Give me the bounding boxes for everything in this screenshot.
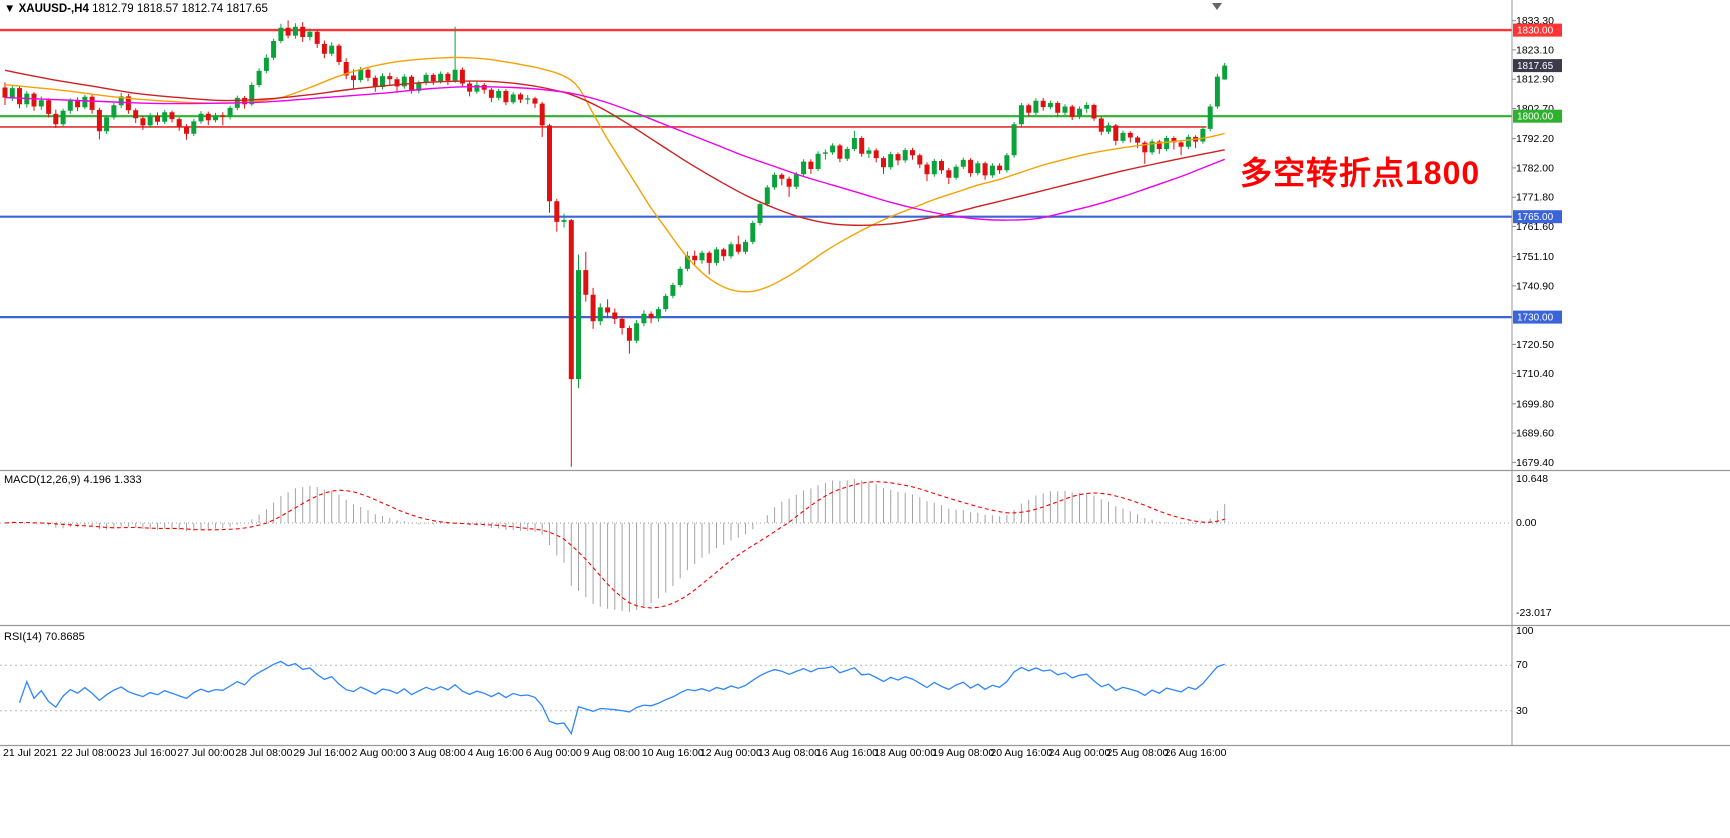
price-level-lines xyxy=(0,28,1512,319)
ma-orange-line xyxy=(4,56,1225,293)
price-tag-label: 1817.65 xyxy=(1517,61,1554,72)
macd-axis-label: 10.648 xyxy=(1516,473,1548,485)
candles-layer xyxy=(2,20,1228,467)
macd-axis-label: -23.017 xyxy=(1516,607,1552,619)
time-axis-label: 16 Aug 16:00 xyxy=(816,747,879,759)
symbol-period-label: XAUUSD-,H4 xyxy=(18,3,89,15)
price-tag-label: 1730.00 xyxy=(1517,313,1554,324)
time-axis-label: 6 Aug 00:00 xyxy=(525,747,582,759)
price-tick-label: 1720.50 xyxy=(1516,339,1554,351)
chart-shift-marker[interactable] xyxy=(1212,3,1222,10)
price-tag xyxy=(1513,310,1562,324)
time-axis-label: 13 Aug 08:00 xyxy=(758,747,820,759)
rsi-axis-label: 70 xyxy=(1516,659,1528,671)
macd-pane: 10.648 0.00 -23.017 xyxy=(0,473,1552,619)
time-axis-label: 24 Aug 00:00 xyxy=(1048,747,1111,759)
rsi-indicator-label: RSI(14) 70.8685 xyxy=(4,631,85,643)
price-tick-label: 1823.10 xyxy=(1516,44,1554,56)
pane-separators xyxy=(0,0,1730,747)
down-candle-wicks xyxy=(4,20,1197,467)
time-axis[interactable]: 21 Jul 2021 22 Jul 08:00 23 Jul 16:00 27 Ju… xyxy=(0,747,1730,763)
price-tick-label: 1689.60 xyxy=(1516,428,1554,440)
time-axis-label: 12 Aug 00:00 xyxy=(699,747,762,759)
time-axis-label: 10 Aug 16:00 xyxy=(641,747,704,759)
up-candle-bodies xyxy=(9,26,1228,380)
time-axis-label: 2 Aug 00:00 xyxy=(351,747,408,759)
time-axis-label: 20 Aug 16:00 xyxy=(990,747,1053,759)
time-axis-label: 4 Aug 16:00 xyxy=(467,747,524,759)
time-axis-label: 21 Jul 2021 xyxy=(3,747,58,759)
symbol-dropdown-icon[interactable]: ▼ xyxy=(4,3,16,15)
price-tick-label: 1812.90 xyxy=(1516,74,1554,86)
time-axis-label: 27 Jul 00:00 xyxy=(177,747,235,759)
ma-red-line xyxy=(4,69,1225,226)
price-tag xyxy=(1513,210,1562,224)
price-tag-label: 1830.00 xyxy=(1517,26,1554,37)
macd-axis-label: 0.00 xyxy=(1516,517,1537,529)
time-axis-label: 9 Aug 08:00 xyxy=(583,747,640,759)
rsi-axis-label: 100 xyxy=(1516,625,1534,637)
price-tag xyxy=(1513,109,1562,123)
price-tick-label: 1782.00 xyxy=(1516,162,1554,174)
macd-indicator-label: MACD(12,26,9) 4.196 1.333 xyxy=(4,474,142,486)
time-axis-label: 23 Jul 16:00 xyxy=(119,747,177,759)
price-tick-label: 1679.40 xyxy=(1516,457,1554,469)
price-tag-label: 1765.00 xyxy=(1517,212,1554,223)
rsi-pane: 100 70 30 xyxy=(0,625,1534,736)
price-tick-label: 1751.10 xyxy=(1516,251,1554,263)
price-tick-label: 1699.80 xyxy=(1516,398,1554,410)
symbol-ohlc-readout: ▼ XAUUSD-,H4 1812.79 1818.57 1812.74 181… xyxy=(4,3,268,15)
price-tick-label: 1710.40 xyxy=(1516,368,1554,380)
down-candle-bodies xyxy=(2,26,1199,380)
ma-magenta-line xyxy=(4,85,1225,221)
price-tick-label: 1792.20 xyxy=(1516,133,1554,145)
price-tag-label: 1800.00 xyxy=(1517,112,1554,123)
time-axis-label: 28 Jul 08:00 xyxy=(235,747,293,759)
time-axis-label: 19 Aug 08:00 xyxy=(932,747,995,759)
price-tick-label: 1761.60 xyxy=(1516,221,1554,233)
rsi-axis-label: 30 xyxy=(1516,705,1528,717)
up-candle-wicks xyxy=(11,23,1226,389)
time-axis-label: 3 Aug 08:00 xyxy=(409,747,466,759)
macd-signal-line xyxy=(4,481,1225,609)
ohlc-values: 1812.79 1818.57 1812.74 1817.65 xyxy=(92,3,268,15)
price-axis: 1833.301823.101812.901802.701792.201782.… xyxy=(1512,15,1562,469)
price-chart-canvas[interactable]: 1833.301823.101812.901802.701792.201782.… xyxy=(0,0,1730,760)
macd-histogram xyxy=(11,479,1226,612)
annotation-text: 多空转折点1800 xyxy=(1240,155,1481,191)
price-tag xyxy=(1513,23,1562,37)
time-axis-label: 26 Aug 16:00 xyxy=(1164,747,1227,759)
price-tag xyxy=(1513,59,1562,73)
price-tick-label: 1740.90 xyxy=(1516,280,1554,292)
time-axis-label: 25 Aug 08:00 xyxy=(1106,747,1169,759)
time-axis-label: 22 Jul 08:00 xyxy=(61,747,119,759)
time-axis-label: 29 Jul 16:00 xyxy=(293,747,351,759)
price-tick-label: 1771.80 xyxy=(1516,192,1554,204)
rsi-line xyxy=(18,660,1225,736)
time-axis-label: 18 Aug 00:00 xyxy=(874,747,937,759)
